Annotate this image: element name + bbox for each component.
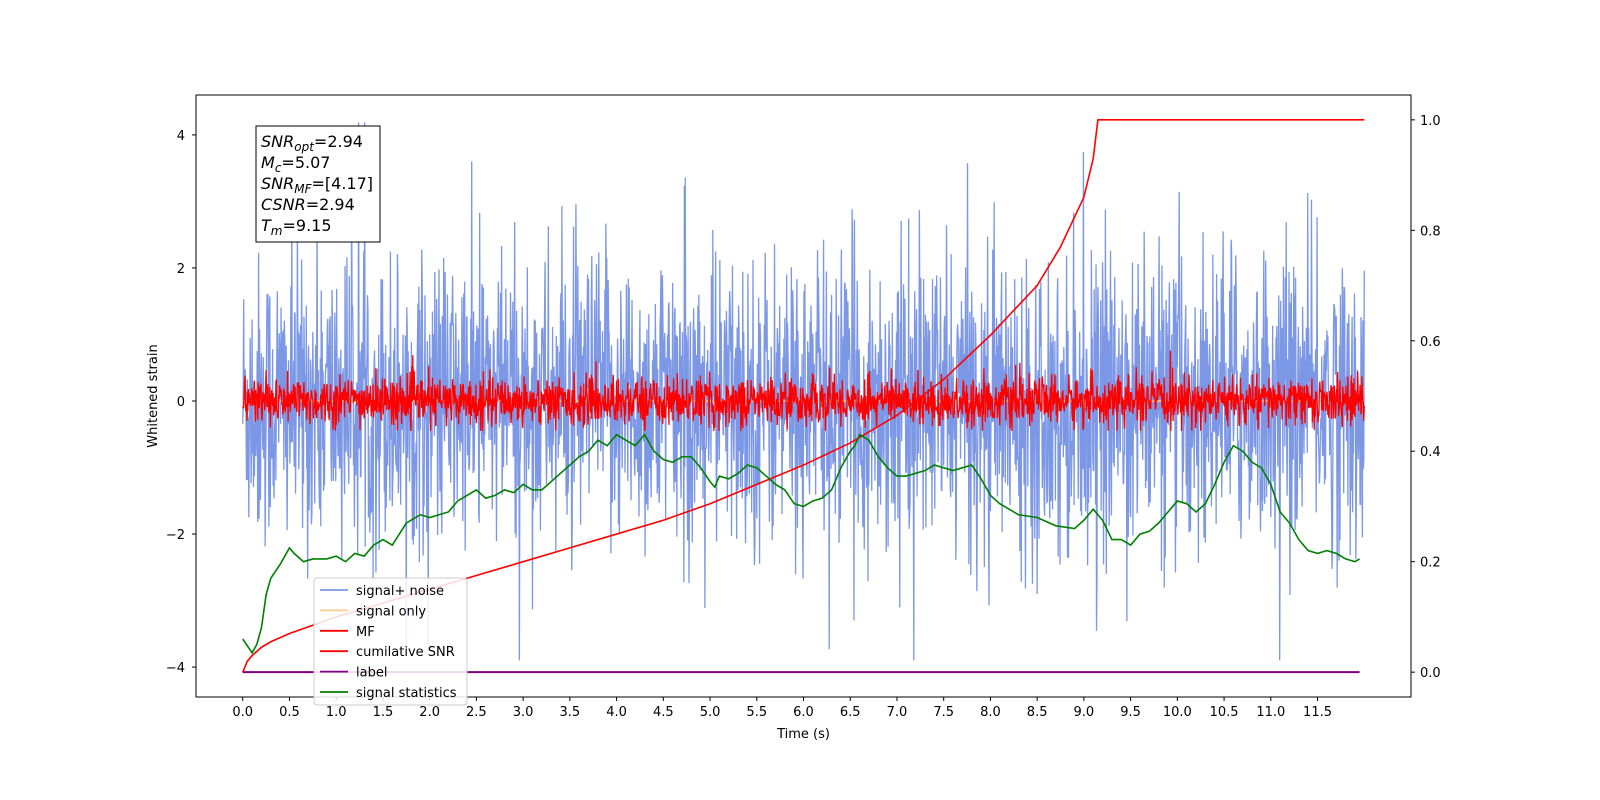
x-tick-label: 8.0 bbox=[980, 705, 1001, 720]
x-axis-label: Time (s) bbox=[776, 727, 830, 742]
x-tick-label: 0.5 bbox=[279, 705, 300, 720]
y2-tick-label: 0.8 bbox=[1420, 224, 1441, 239]
x-tick-label: 4.5 bbox=[653, 705, 674, 720]
y-tick-label: 0 bbox=[177, 395, 185, 410]
stats-box-frame bbox=[255, 125, 381, 243]
stats-line: CSNR=2.94 bbox=[261, 195, 355, 214]
x-tick-label: 0.0 bbox=[232, 705, 253, 720]
stats-line: SNRMF=[4.17] bbox=[261, 174, 373, 196]
stats-line: Mc=5.07 bbox=[261, 153, 330, 175]
stats-line: SNRopt=2.94 bbox=[261, 132, 363, 154]
x-tick-label: 7.0 bbox=[887, 705, 908, 720]
x-tick-label: 5.5 bbox=[746, 705, 767, 720]
stats-line: Tm=9.15 bbox=[261, 216, 332, 238]
legend: signal+ noise signal only MF cumilative SNR… bbox=[313, 577, 468, 706]
x-tick-label: 9.5 bbox=[1120, 705, 1141, 720]
legend-label: signal only bbox=[356, 604, 426, 619]
legend-frame bbox=[313, 577, 468, 706]
x-tick-label: 5.0 bbox=[700, 705, 721, 720]
x-axis: 0.0 0.5 1.0 1.5 2.0 2.5 3.0 3.5 4.0 4.5 5.0 5.5 6.0 6… bbox=[232, 697, 1332, 720]
y2-tick-label: 1.0 bbox=[1420, 114, 1441, 129]
series-signal-statistics bbox=[242, 433, 1361, 655]
x-tick-label: 10.5 bbox=[1210, 705, 1239, 720]
y-tick-label: 2 bbox=[177, 262, 185, 277]
x-tick-label: 1.0 bbox=[326, 705, 347, 720]
legend-label: MF bbox=[356, 625, 375, 640]
series-mf bbox=[242, 350, 1365, 432]
x-tick-label: 1.5 bbox=[373, 705, 394, 720]
x-tick-label: 10.0 bbox=[1163, 705, 1192, 720]
y-tick-label: −2 bbox=[166, 528, 185, 543]
x-tick-label: 8.5 bbox=[1027, 705, 1048, 720]
x-tick-label: 9.0 bbox=[1074, 705, 1095, 720]
y2-tick-label: 0.0 bbox=[1420, 666, 1441, 681]
y-tick-label: 4 bbox=[177, 129, 185, 144]
y2-tick-label: 0.2 bbox=[1420, 556, 1441, 571]
y2-tick-label: 0.4 bbox=[1420, 445, 1441, 460]
x-tick-label: 4.0 bbox=[606, 705, 627, 720]
y-axis-left: −4 −2 0 2 4 bbox=[166, 129, 196, 676]
x-tick-label: 3.5 bbox=[560, 705, 581, 720]
x-tick-label: 11.5 bbox=[1303, 705, 1332, 720]
x-tick-label: 6.5 bbox=[840, 705, 861, 720]
series-signal-noise bbox=[242, 122, 1365, 661]
legend-label: cumilative SNR bbox=[356, 645, 455, 660]
y2-tick-label: 0.6 bbox=[1420, 335, 1441, 350]
legend-label: label bbox=[356, 666, 387, 681]
x-tick-label: 6.0 bbox=[793, 705, 814, 720]
x-tick-label: 3.0 bbox=[513, 705, 534, 720]
y-tick-label: −4 bbox=[166, 661, 185, 676]
x-tick-label: 2.5 bbox=[466, 705, 487, 720]
y-axis-right: 0.0 0.2 0.4 0.6 0.8 1.0 bbox=[1411, 114, 1441, 681]
x-tick-label: 11.0 bbox=[1256, 705, 1285, 720]
legend-label: signal+ noise bbox=[356, 584, 444, 599]
series-cumulative-snr bbox=[241, 119, 1365, 673]
x-tick-label: 7.5 bbox=[933, 705, 954, 720]
x-tick-label: 2.0 bbox=[419, 705, 440, 720]
legend-label: signal statistics bbox=[356, 686, 457, 701]
y-axis-label: Whitened strain bbox=[146, 344, 161, 447]
